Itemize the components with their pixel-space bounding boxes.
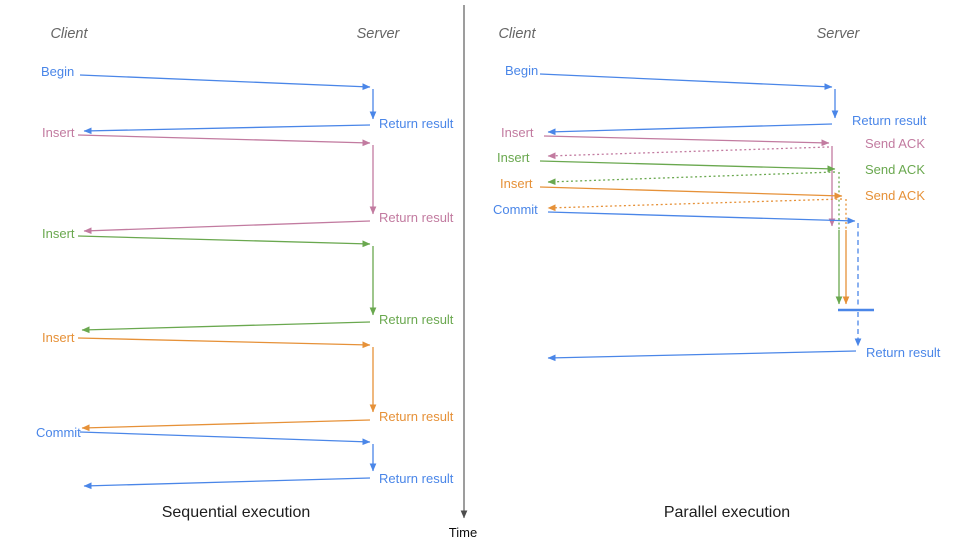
sequential-begin-request-arrow [79,74,371,91]
parallel-commit-label: Commit [493,202,538,217]
parallel-send-ack-label: Send ACK [865,188,925,203]
sequential-return-result-label: Return result [379,116,454,131]
parallel-send-ack-label: Send ACK [865,162,925,177]
sequential-return-result-label: Return result [379,471,454,486]
sequential-return-result-label: Return result [379,409,454,424]
parallel-insert-2-label: Insert [497,150,530,165]
parallel-insert-1-request-arrow [543,135,830,147]
parallel-begin-response-arrow [547,123,833,136]
parallel-insert-3-label: Insert [500,176,533,191]
sequential-insert-1-response-arrow [83,220,371,235]
parallel-insert-2-ack-arrow [547,171,836,186]
parallel-insert-1-ack-arrow [547,146,830,160]
parallel-insert-3-ack-arrow [547,198,843,212]
sequential-panel: Begin Return result Insert Return result Ins… [36,64,454,490]
messages-layer: Begin Return result Insert Return result Ins… [36,63,941,490]
parallel-send-ack-label: Send ACK [865,136,925,151]
sequential-insert-2-response-arrow [81,321,371,334]
parallel-insert-1-label: Insert [501,125,534,140]
sequential-insert-2-label: Insert [42,226,75,241]
par-client-header: Client [498,26,536,42]
sequential-insert-3-request-arrow [77,337,371,349]
seq-server-header: Server [357,26,401,42]
seq-client-header: Client [50,26,88,42]
sequential-insert-1-request-arrow [77,134,371,147]
sequential-commit-response-arrow [83,477,371,490]
sequential-commit-label: Commit [36,425,81,440]
sequential-commit-request-arrow [79,431,371,446]
sequential-begin-response-arrow [83,124,371,135]
parallel-panel: Begin Return result Insert Send ACK Insert Se… [493,63,941,362]
sequential-caption: Sequential execution [162,504,311,521]
sequential-insert-2-request-arrow [77,235,371,248]
parallel-insert-2-request-arrow [539,160,836,173]
parallel-begin-request-arrow [539,73,833,91]
time-axis-label: Time [449,525,477,540]
sequential-return-result-label: Return result [379,312,454,327]
parallel-begin-label: Begin [505,63,538,78]
parallel-insert-3-request-arrow [539,186,843,200]
sequential-insert-1-label: Insert [42,125,75,140]
parallel-return-result-label: Return result [852,113,927,128]
parallel-return-result-label: Return result [866,345,941,360]
sequential-insert-3-label: Insert [42,330,75,345]
sequential-return-result-label: Return result [379,210,454,225]
parallel-commit-response-arrow [547,350,857,362]
sequential-insert-3-response-arrow [81,419,371,432]
parallel-commit-request-arrow [547,211,856,225]
parallel-caption: Parallel execution [664,504,790,521]
sequential-begin-label: Begin [41,64,74,79]
par-server-header: Server [817,26,861,42]
